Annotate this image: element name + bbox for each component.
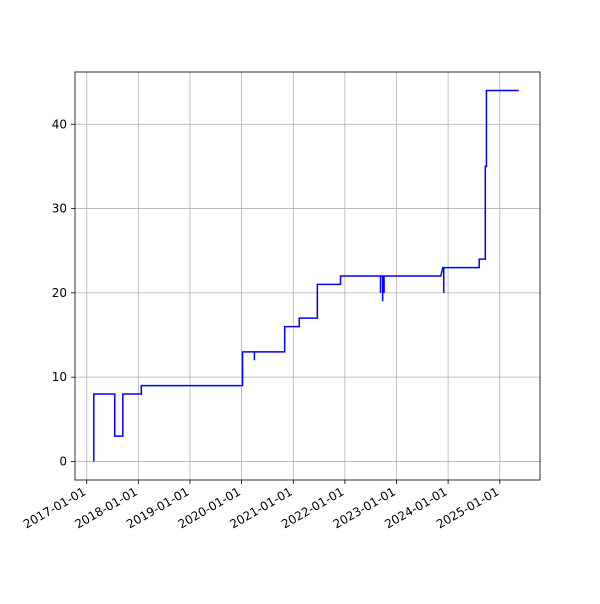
y-tick-label: 20 (52, 286, 67, 300)
y-tick-label: 30 (52, 202, 67, 216)
line (93, 89, 519, 462)
plot (93, 89, 519, 462)
y-tick-label: 40 (52, 117, 67, 131)
y-tick-label: 0 (59, 454, 67, 468)
axes-frame (74, 71, 541, 481)
y-tick-label: 10 (52, 370, 67, 384)
